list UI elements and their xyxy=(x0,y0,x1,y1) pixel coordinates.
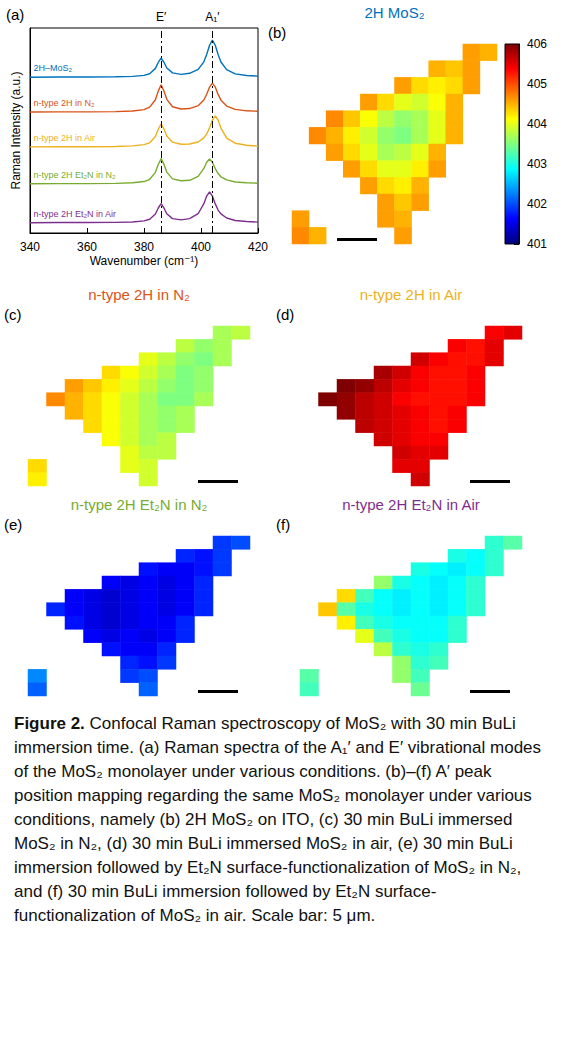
svg-text:A₁′: A₁′ xyxy=(205,10,220,24)
svg-text:E′: E′ xyxy=(156,10,167,24)
html-text:n-type 2H Et₂N in N₂: n-type 2H Et₂N in N₂ xyxy=(70,496,208,513)
html-text:n-type 2H Et₂N in Air: n-type 2H Et₂N in Air xyxy=(342,496,480,513)
svg-text:340: 340 xyxy=(20,240,40,254)
svg-text:404: 404 xyxy=(527,117,547,131)
html-text:(f): (f) xyxy=(276,516,291,533)
svg-text:2H–MoS₂: 2H–MoS₂ xyxy=(34,63,73,73)
svg-text:n-type 2H Et₂N in Air: n-type 2H Et₂N in Air xyxy=(34,209,117,219)
svg-text:400: 400 xyxy=(191,240,211,254)
html-text:(c): (c) xyxy=(4,306,22,323)
svg-text:Raman Intensity (a.u.): Raman Intensity (a.u.) xyxy=(9,71,23,189)
html-text:(b): (b) xyxy=(268,24,287,41)
svg-text:405: 405 xyxy=(527,77,547,91)
svg-text:n-type 2H Et₂N in N₂: n-type 2H Et₂N in N₂ xyxy=(34,170,117,180)
html-text:n-type 2H in Air: n-type 2H in Air xyxy=(359,286,463,303)
html-text:(d): (d) xyxy=(276,306,295,323)
svg-text:401: 401 xyxy=(527,237,547,251)
svg-text:380: 380 xyxy=(134,240,154,254)
svg-text:402: 402 xyxy=(527,197,547,211)
html-text:(a): (a) xyxy=(6,6,25,23)
svg-text:360: 360 xyxy=(77,240,97,254)
svg-text:n-type 2H in Air: n-type 2H in Air xyxy=(34,133,96,143)
html-text:Figure 2. Confocal Raman spect: Figure 2. Confocal Raman spectroscopy of… xyxy=(14,714,542,925)
html-text:(e): (e) xyxy=(4,516,23,533)
svg-text:420: 420 xyxy=(248,240,268,254)
svg-text:406: 406 xyxy=(527,37,547,51)
svg-text:403: 403 xyxy=(527,157,547,171)
svg-text:Wavenumber (cm⁻¹): Wavenumber (cm⁻¹) xyxy=(90,254,199,268)
svg-text:n-type 2H in N₂: n-type 2H in N₂ xyxy=(34,98,96,108)
html-text:2H MoS₂: 2H MoS₂ xyxy=(364,4,425,21)
html-text:n-type 2H in N₂: n-type 2H in N₂ xyxy=(88,286,190,303)
